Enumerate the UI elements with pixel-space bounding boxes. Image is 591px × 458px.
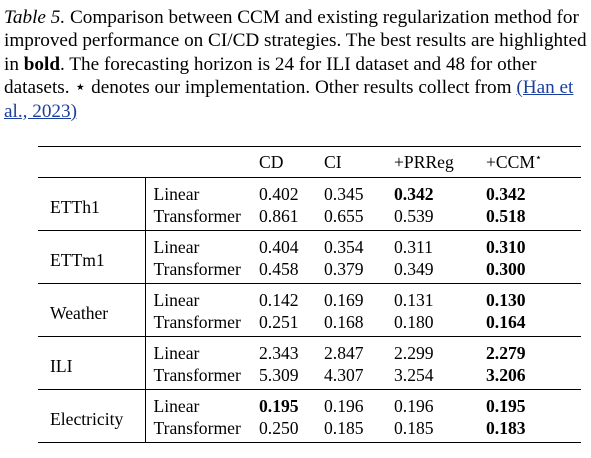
value-cell-cd: 0.404 (259, 237, 299, 257)
value-cell-prreg: 2.299 (394, 343, 434, 363)
value-cell-ci: 0.185 (324, 418, 364, 438)
header-ci: CI (324, 151, 342, 172)
value-cell-ci: 0.655 (324, 206, 364, 226)
dataset-cell: Electricity (38, 389, 146, 443)
table-row: Transformer 5.309 4.307 3.254 3.206 (38, 364, 581, 390)
model-cell: Transformer (153, 365, 241, 385)
header-dataset (38, 147, 145, 178)
citation-link[interactable]: (Han et al., 2023) (4, 77, 574, 122)
table-row: Weather Linear 0.142 0.169 0.131 0.130 (38, 283, 581, 337)
table-row: Transformer 0.861 0.655 0.539 0.518 (38, 205, 581, 231)
table-row: Electricity Linear 0.195 0.196 0.196 0.195 (38, 389, 581, 443)
value-cell-prreg: 0.349 (394, 259, 434, 279)
dataset-cell: Weather (38, 283, 146, 337)
value-cell-prreg: 0.131 (394, 290, 434, 310)
dataset-cell: ETTm1 (38, 230, 146, 284)
header-cd: CD (259, 151, 284, 172)
table-row: Transformer 0.251 0.168 0.180 0.164 (38, 311, 581, 337)
value-cell-ccm: 0.518 (486, 206, 526, 226)
model-cell: Transformer (153, 418, 241, 438)
table-row: ETTh1 Linear 0.402 0.345 0.342 0.342 (38, 177, 581, 231)
value-cell-ci: 4.307 (324, 365, 364, 385)
value-cell-prreg: 0.311 (394, 237, 433, 257)
dataset-cell: ILI (38, 336, 146, 390)
header-ccm: +CCM⋆ (486, 147, 581, 178)
header-ccm-label: +CCM (486, 151, 536, 172)
ccm-star-mark: ⋆ (535, 152, 542, 165)
value-cell-ccm: 0.195 (486, 396, 526, 416)
value-cell-prreg: 0.196 (394, 396, 434, 416)
value-cell-ccm: 0.310 (486, 237, 526, 257)
value-cell-cd: 2.343 (259, 343, 299, 363)
value-cell-ccm: 0.342 (486, 184, 526, 204)
value-cell-prreg: 0.185 (394, 418, 434, 438)
model-cell: Linear (153, 290, 200, 310)
model-cell: Linear (153, 184, 200, 204)
model-cell: Transformer (153, 206, 241, 226)
value-cell-cd: 5.309 (259, 365, 299, 385)
value-cell-cd: 0.250 (259, 418, 299, 438)
value-cell-cd: 0.142 (259, 290, 299, 310)
header-prreg: +PRReg (394, 151, 454, 172)
model-cell: Linear (153, 396, 200, 416)
header-model (145, 147, 259, 178)
value-cell-ccm: 0.183 (486, 418, 526, 438)
model-cell: Linear (153, 237, 200, 257)
value-cell-ci: 0.169 (324, 290, 364, 310)
value-cell-cd: 0.402 (259, 184, 299, 204)
value-cell-ccm: 0.300 (486, 259, 526, 279)
value-cell-ccm: 3.206 (486, 365, 526, 385)
value-cell-prreg: 0.342 (394, 184, 434, 204)
table-row: Transformer 0.250 0.185 0.185 0.183 (38, 417, 581, 443)
model-cell: Linear (153, 343, 200, 363)
value-cell-ccm: 0.130 (486, 290, 526, 310)
value-cell-ci: 0.379 (324, 259, 364, 279)
value-cell-prreg: 0.180 (394, 312, 434, 332)
value-cell-ccm: 0.164 (486, 312, 526, 332)
value-cell-ccm: 2.279 (486, 343, 526, 363)
caption-label: Table 5. (4, 7, 66, 28)
value-cell-ci: 0.196 (324, 396, 364, 416)
caption-text-1: Comparison between CCM and existing regu… (4, 7, 587, 75)
model-cell: Transformer (153, 312, 241, 332)
value-cell-ci: 0.354 (324, 237, 364, 257)
table-caption: Table 5. Comparison between CCM and exis… (4, 6, 588, 123)
caption-text-2: . The forecasting horizon is 24 for ILI … (4, 53, 537, 99)
table-row: Transformer 0.458 0.379 0.349 0.300 (38, 258, 581, 284)
value-cell-cd: 0.195 (259, 396, 299, 416)
table-row: ILI Linear 2.343 2.847 2.299 2.279 (38, 336, 581, 390)
value-cell-ci: 0.168 (324, 312, 364, 332)
table-row: ETTm1 Linear 0.404 0.354 0.311 0.310 (38, 230, 581, 284)
value-cell-prreg: 0.539 (394, 206, 434, 226)
table-body: ETTh1 Linear 0.402 0.345 0.342 0.342 Transform… (38, 177, 581, 443)
header-row: CD CI +PRReg +CCM⋆ (38, 146, 581, 178)
model-cell: Transformer (153, 259, 241, 279)
value-cell-cd: 0.251 (259, 312, 299, 332)
results-table: CD CI +PRReg +CCM⋆ ETTh1 Linear 0.402 0.345… (38, 146, 581, 443)
value-cell-ci: 2.847 (324, 343, 364, 363)
value-cell-cd: 0.458 (259, 259, 299, 279)
value-cell-ci: 0.345 (324, 184, 364, 204)
caption-bold-word: bold (23, 53, 61, 75)
value-cell-prreg: 3.254 (394, 365, 434, 385)
dataset-cell: ETTh1 (38, 177, 146, 231)
value-cell-cd: 0.861 (259, 206, 299, 226)
